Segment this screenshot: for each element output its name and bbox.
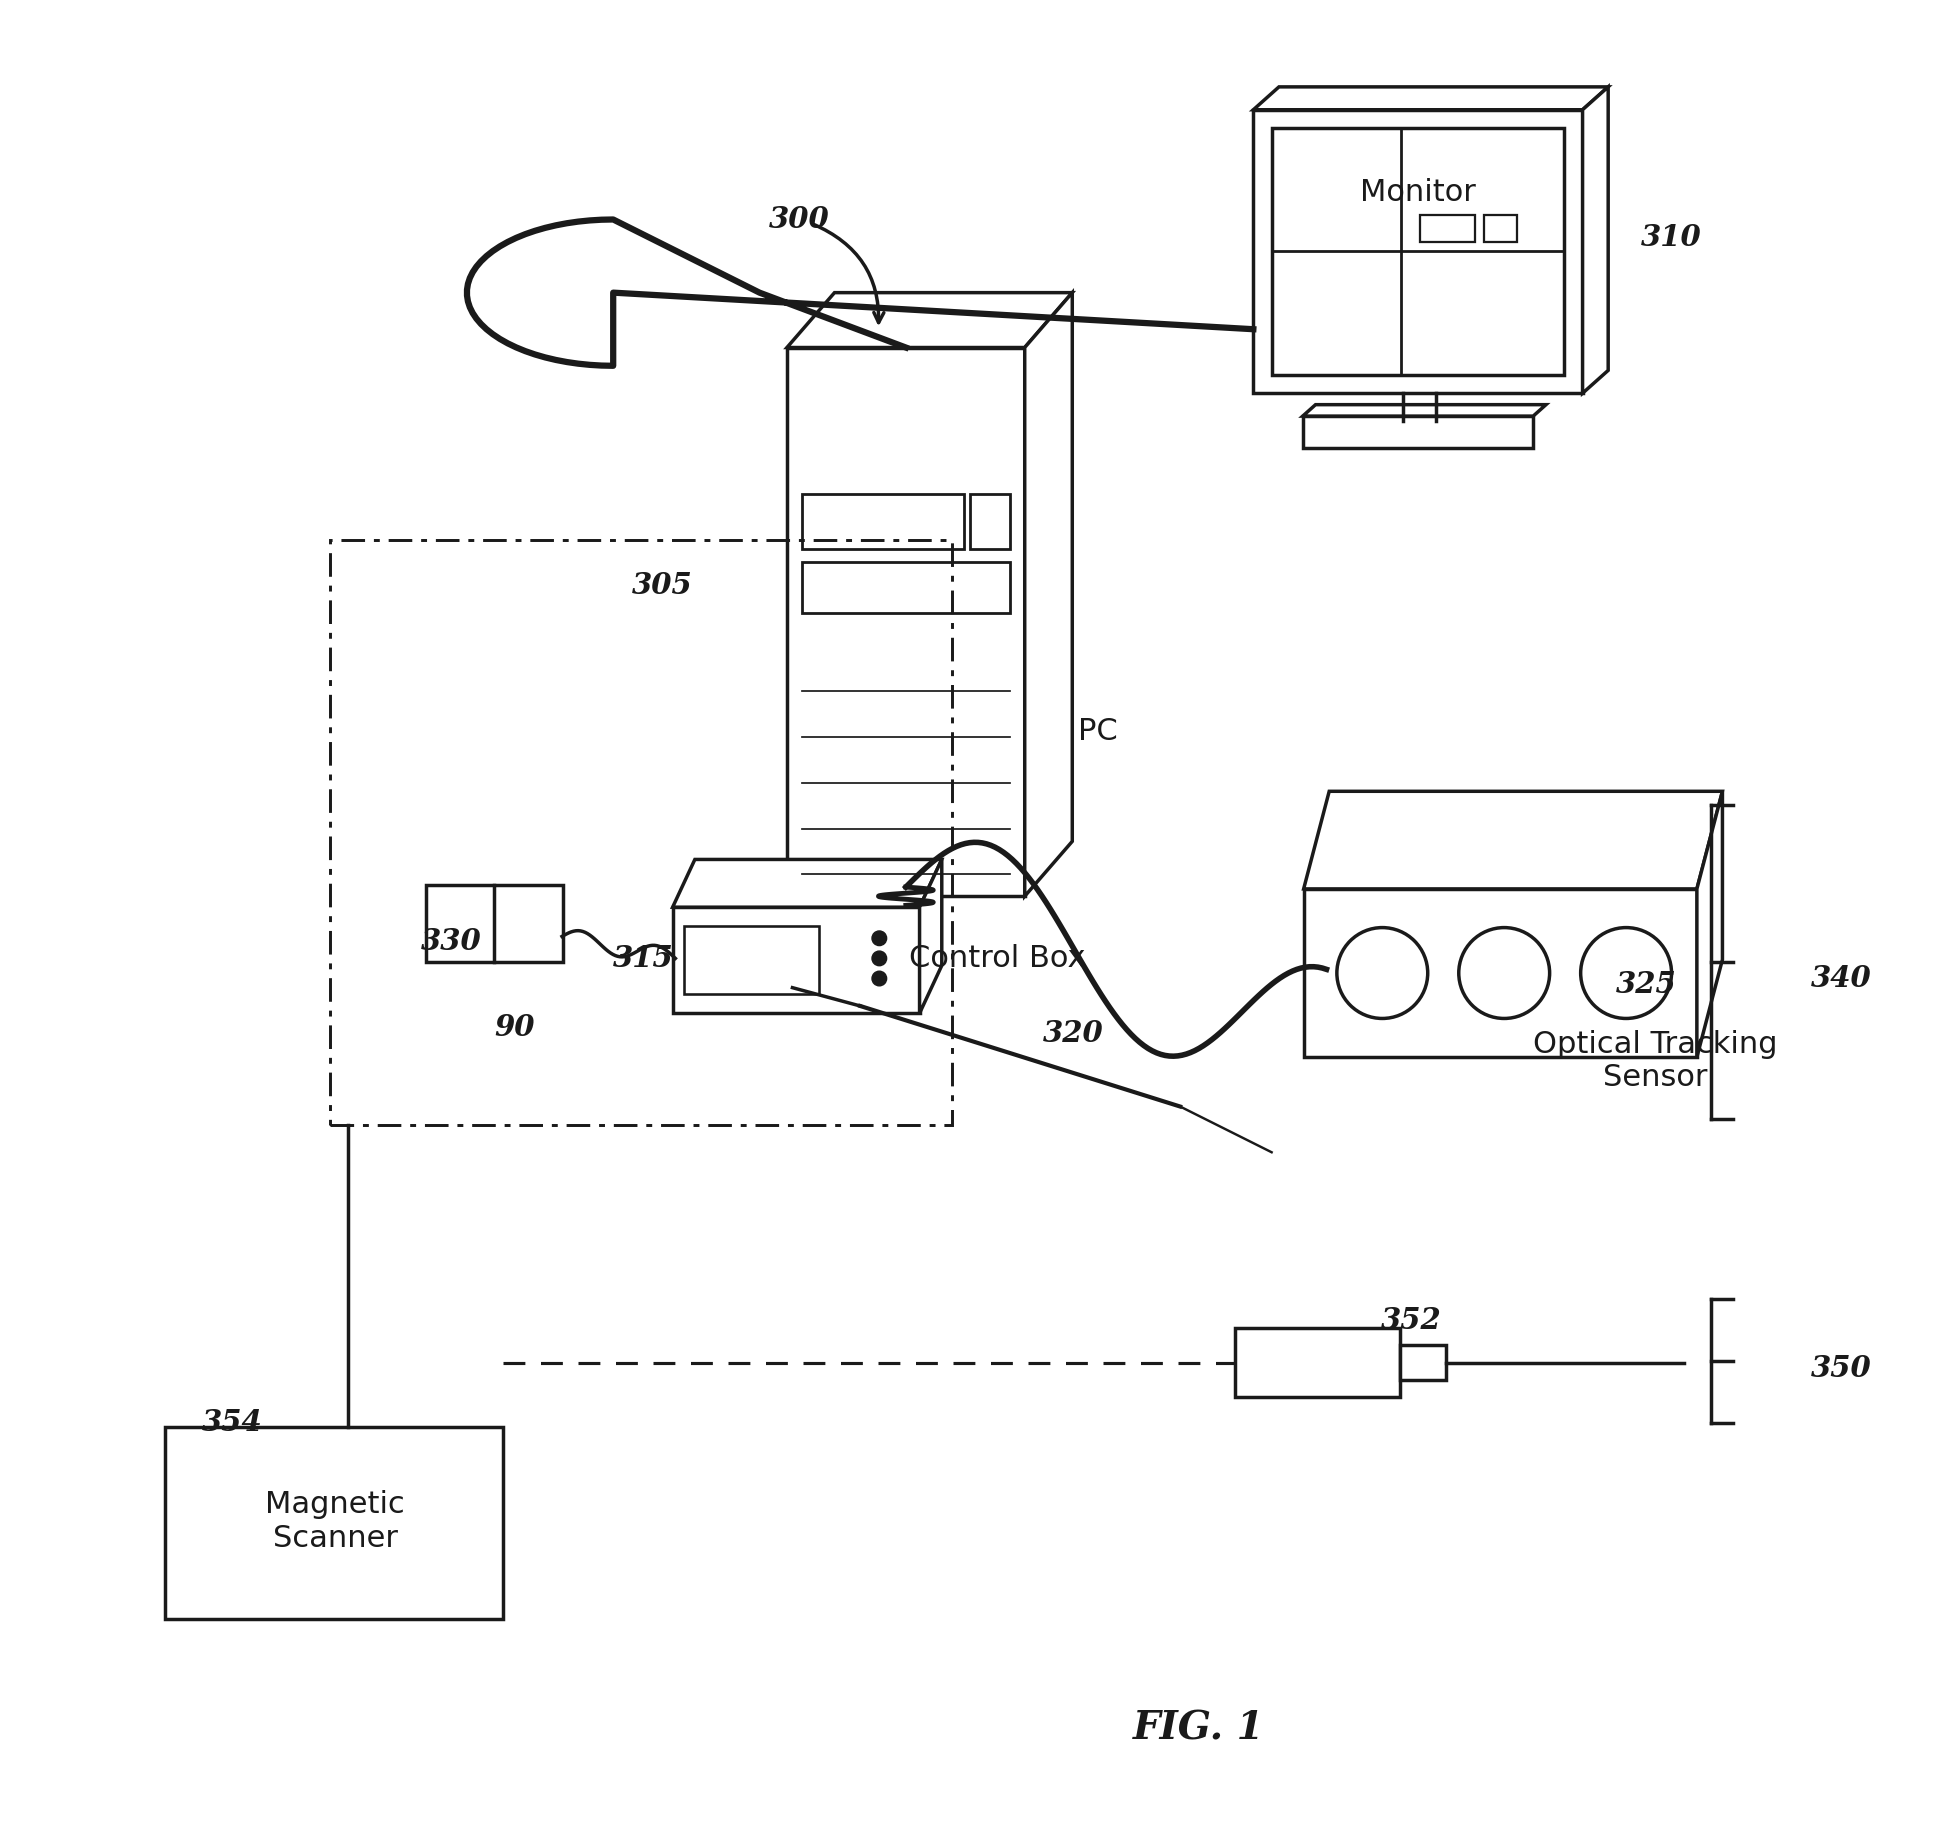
Polygon shape <box>1252 110 1581 393</box>
Text: 352: 352 <box>1382 1306 1442 1335</box>
Polygon shape <box>425 885 562 962</box>
Text: Magnetic
Scanner: Magnetic Scanner <box>266 1491 405 1553</box>
Polygon shape <box>1252 88 1607 110</box>
Circle shape <box>871 931 887 946</box>
Polygon shape <box>1697 792 1722 1057</box>
Text: 310: 310 <box>1640 223 1701 252</box>
Polygon shape <box>787 293 1072 348</box>
Polygon shape <box>1235 1328 1399 1397</box>
Text: 305: 305 <box>632 571 693 600</box>
Polygon shape <box>673 907 920 1013</box>
Text: PC: PC <box>1078 717 1117 746</box>
Polygon shape <box>1399 1346 1444 1379</box>
Polygon shape <box>1581 88 1607 393</box>
Text: 340: 340 <box>1810 964 1871 993</box>
Polygon shape <box>164 1427 503 1619</box>
Text: 354: 354 <box>202 1408 262 1438</box>
Circle shape <box>871 951 887 966</box>
Polygon shape <box>1024 293 1072 896</box>
Text: 320: 320 <box>1043 1019 1104 1048</box>
Text: Monitor: Monitor <box>1360 177 1476 207</box>
Text: FIG. 1: FIG. 1 <box>1131 1710 1264 1747</box>
Circle shape <box>871 971 887 986</box>
Polygon shape <box>920 860 941 1013</box>
Text: Control Box: Control Box <box>908 944 1084 973</box>
Polygon shape <box>1301 417 1532 448</box>
Text: 315: 315 <box>613 944 673 973</box>
Polygon shape <box>1303 889 1697 1057</box>
Text: 300: 300 <box>769 205 830 234</box>
Text: Optical Tracking
Sensor: Optical Tracking Sensor <box>1532 1030 1777 1092</box>
Text: 90: 90 <box>493 1013 534 1043</box>
Polygon shape <box>787 348 1024 896</box>
Text: 325: 325 <box>1615 969 1675 999</box>
Text: 330: 330 <box>421 927 481 957</box>
Text: 350: 350 <box>1810 1353 1871 1383</box>
Polygon shape <box>673 860 941 907</box>
Polygon shape <box>1303 792 1722 889</box>
Polygon shape <box>1301 404 1546 417</box>
